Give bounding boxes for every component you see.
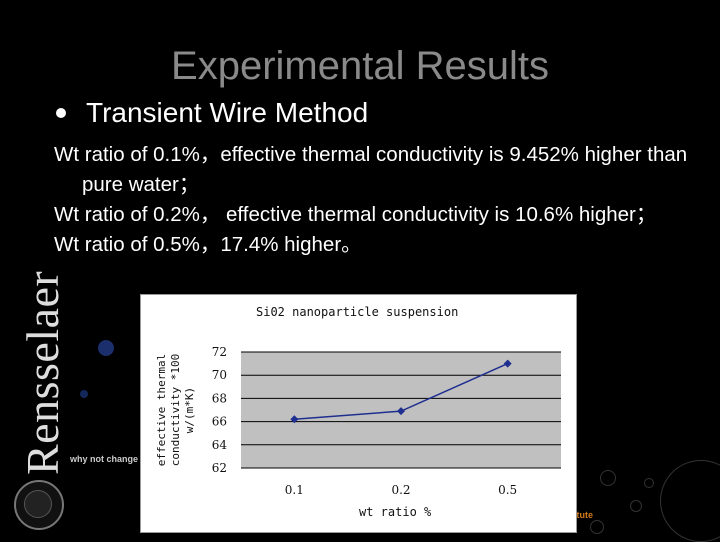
chart-plot: 62 64 66 68 70 72 0.1 0.2 0.5 — [212, 345, 561, 497]
decorative-dot-small — [80, 390, 88, 398]
brand-wordmark: Rensselaer — [17, 270, 68, 475]
decorative-ring — [600, 470, 616, 486]
paragraph: Wt ratio of 0.1%，effective thermal condu… — [54, 143, 688, 196]
body-text: Wt ratio of 0.1%，effective thermal condu… — [54, 140, 704, 260]
x-tick-label: 0.2 — [391, 483, 410, 497]
chart-title: Si02 nanoparticle suspension — [256, 305, 459, 319]
chart: Si02 nanoparticle suspension effective t… — [140, 294, 577, 533]
y-tick-label: 62 — [212, 461, 227, 475]
decorative-dot — [98, 340, 114, 356]
x-tick-label: 0.5 — [498, 483, 517, 497]
x-tick-label: 0.1 — [285, 483, 304, 497]
paragraph: Wt ratio of 0.5%，17.4% higher。 — [54, 233, 362, 256]
y-tick-label: 72 — [212, 345, 227, 359]
slide-title: Experimental Results — [171, 44, 549, 88]
seal-inner — [24, 490, 52, 518]
decorative-ring — [660, 460, 720, 542]
brand-tagline: why not change the — [70, 454, 155, 464]
data-point — [397, 407, 405, 416]
decorative-ring — [590, 520, 604, 534]
y-tick-label: 70 — [212, 368, 227, 382]
bullet-dot-icon — [56, 108, 66, 118]
y-tick-label: 66 — [212, 415, 227, 429]
data-point — [290, 415, 299, 424]
university-seal-icon — [14, 480, 64, 530]
bullet-item: Transient Wire Method — [56, 96, 368, 130]
decorative-text-fragment: itute — [574, 510, 593, 520]
decorative-ring — [630, 500, 642, 512]
data-point — [503, 359, 512, 368]
bullet-text: Transient Wire Method — [86, 97, 369, 128]
y-tick-label: 64 — [212, 438, 228, 452]
y-tick-label: 68 — [212, 391, 227, 405]
paragraph: Wt ratio of 0.2%， effective thermal cond… — [54, 203, 657, 226]
x-axis-label: wt ratio % — [359, 505, 432, 519]
decorative-ring — [644, 478, 654, 488]
